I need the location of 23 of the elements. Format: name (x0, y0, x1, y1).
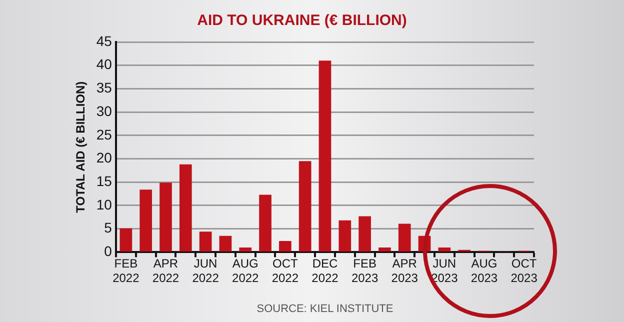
source-note: SOURCE: KIEL INSTITUTE (256, 303, 394, 315)
y-tick-label: 15 (96, 172, 112, 189)
y-tick-label: 45 (96, 32, 112, 49)
y-tick-label: 25 (96, 126, 112, 142)
x-tick-label: FEB 2023 (351, 256, 378, 286)
y-tick-label: 5 (104, 220, 112, 236)
y-axis-title: TOTAL AID (€ BILLION) (74, 81, 88, 213)
y-tick-label: 35 (96, 80, 112, 96)
x-tick-label: JUN 2022 (192, 256, 220, 286)
x-tick-label: OCT 2023 (510, 256, 538, 286)
x-tick-label: APR 2022 (152, 256, 180, 286)
x-tick-label: AUG 2023 (470, 256, 498, 286)
y-tick-label: 10 (96, 196, 112, 212)
y-tick-label: 30 (96, 102, 112, 119)
x-tick-label: FEB 2022 (112, 256, 140, 286)
x-tick-label: APR 2023 (391, 256, 418, 286)
x-tick-label: OCT 2022 (272, 256, 299, 286)
x-tick-label: AUG 2022 (232, 256, 260, 286)
y-tick-label: 0 (104, 243, 112, 260)
y-tick-label: 20 (96, 150, 112, 166)
x-tick-label: DEC 2022 (312, 256, 339, 286)
chart-title: AID TO UKRAINE (€ BILLION) (197, 12, 407, 30)
y-tick-label: 40 (96, 56, 112, 72)
